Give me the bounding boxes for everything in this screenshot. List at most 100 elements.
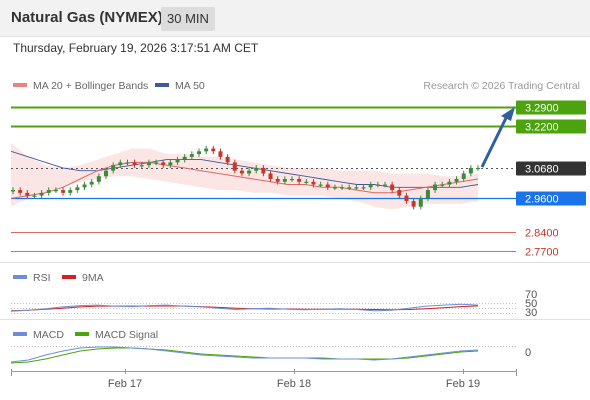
macd-signal-line (10, 347, 479, 364)
chart-header: Natural Gas (NYMEX) 30 MIN (0, 0, 590, 37)
candle-body (225, 156, 230, 163)
candle (268, 170, 273, 182)
candlesticks (11, 145, 480, 210)
macd-legend-swatch (13, 332, 27, 336)
candle-body (297, 179, 302, 182)
candle-body (275, 179, 280, 182)
candle (354, 184, 359, 191)
candle (418, 195, 423, 210)
candle (89, 179, 94, 188)
candle (182, 154, 187, 163)
candle (32, 192, 37, 199)
rsi-level-label: 30 (525, 307, 537, 319)
candle (11, 187, 15, 195)
price-level-label: 3.2200 (525, 122, 559, 134)
candle-body (146, 162, 151, 166)
candle (146, 159, 151, 168)
candle (383, 181, 387, 188)
candle-body (425, 190, 430, 199)
candle-body (282, 179, 287, 182)
candle-body (390, 184, 395, 191)
candle-body (383, 184, 387, 186)
candle-body (18, 190, 23, 193)
price-levels: 3.2900 3.2200 3.0680 2.9600 2.8400 2.7700 (11, 100, 586, 259)
candle (232, 159, 237, 174)
candle (476, 165, 480, 171)
candle (218, 148, 223, 160)
x-axis-label: Feb 19 (446, 378, 480, 390)
candle (461, 170, 466, 182)
candle-body (454, 179, 459, 182)
forecast-arrow (480, 107, 515, 168)
candle-body (89, 181, 94, 185)
candle (104, 167, 108, 179)
candle (25, 190, 30, 199)
candle (46, 187, 51, 196)
candle-body (25, 192, 30, 196)
rsi-level-label: 70 (525, 289, 537, 301)
candle-body (39, 192, 44, 196)
candle-body (218, 151, 223, 157)
candle-body (304, 181, 309, 183)
candle-body (311, 181, 316, 185)
candle (96, 173, 101, 185)
price-level-tag (516, 100, 586, 115)
candle (254, 165, 259, 174)
candle (447, 179, 452, 188)
macd-line (10, 346, 479, 363)
candle (139, 162, 144, 168)
candle (397, 187, 402, 199)
candle-body (132, 162, 137, 166)
candle (297, 176, 302, 185)
candle-body (290, 179, 294, 181)
candle-body (361, 187, 366, 189)
candle-body (168, 162, 173, 166)
candle (282, 176, 287, 185)
candle (118, 159, 123, 168)
rsi-level-label: 50 (525, 298, 537, 310)
price-level-tag (516, 161, 586, 176)
ma20-legend-label: MA 20 + Bollinger Bands (33, 80, 148, 92)
candle (332, 184, 337, 191)
candle (361, 184, 366, 191)
candle (75, 184, 80, 193)
candle (375, 181, 380, 188)
candle (211, 145, 216, 155)
macd-legend-label: MACD (33, 329, 64, 341)
candle (239, 167, 244, 177)
rsi-legend-swatch (13, 275, 27, 279)
candle-body (96, 176, 101, 182)
timeframe-badge[interactable]: 30 MIN (161, 7, 215, 31)
candle (390, 181, 395, 193)
candle (440, 181, 445, 188)
candle (61, 187, 66, 196)
candle-body (239, 170, 244, 174)
candle-body (418, 198, 423, 207)
candle (261, 165, 266, 177)
candle (318, 181, 323, 188)
candle (340, 184, 345, 191)
candle-body (11, 190, 15, 192)
x-axis: Feb 17 Feb 18 Feb 19 (11, 369, 517, 390)
candle (189, 151, 194, 160)
candle (468, 165, 473, 177)
rsi-ma-legend-swatch (62, 275, 76, 279)
price-level-label: 3.2900 (525, 103, 559, 115)
candle-body (161, 162, 166, 166)
x-axis-label: Feb 17 (108, 378, 142, 390)
candle-body (368, 184, 373, 188)
candle-body (68, 190, 73, 193)
candle (197, 148, 201, 157)
candle-body (125, 162, 130, 164)
price-level-tag (516, 119, 586, 134)
research-credit: Research © 2026 Trading Central (423, 80, 580, 92)
price-level-label: 3.0680 (525, 164, 559, 176)
candle-body (268, 173, 273, 179)
candle-body (447, 181, 452, 185)
candle (68, 187, 73, 196)
candle (404, 192, 409, 204)
candle (39, 190, 44, 199)
instrument-title: Natural Gas (NYMEX) (11, 9, 163, 26)
candle (433, 181, 438, 193)
